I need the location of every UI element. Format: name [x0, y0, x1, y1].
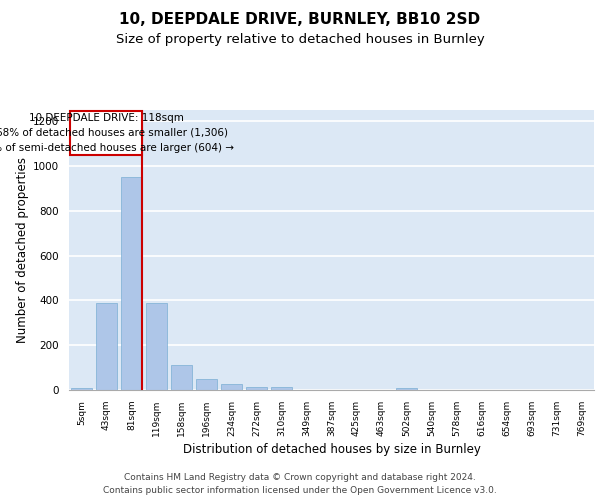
X-axis label: Distribution of detached houses by size in Burnley: Distribution of detached houses by size … — [182, 443, 481, 456]
Bar — [70, 111, 142, 155]
Bar — [71, 388, 92, 390]
Text: Size of property relative to detached houses in Burnley: Size of property relative to detached ho… — [116, 32, 484, 46]
Text: 10, DEEPDALE DRIVE, BURNLEY, BB10 2SD: 10, DEEPDALE DRIVE, BURNLEY, BB10 2SD — [119, 12, 481, 28]
Bar — [396, 388, 417, 390]
Y-axis label: Number of detached properties: Number of detached properties — [16, 157, 29, 343]
Bar — [221, 384, 242, 390]
Bar — [96, 302, 117, 390]
Text: 10 DEEPDALE DRIVE: 118sqm
← 68% of detached houses are smaller (1,306)
31% of se: 10 DEEPDALE DRIVE: 118sqm ← 68% of detac… — [0, 113, 233, 153]
Bar — [246, 388, 267, 390]
Bar — [171, 366, 192, 390]
Bar — [121, 177, 142, 390]
Text: Contains HM Land Registry data © Crown copyright and database right 2024.
Contai: Contains HM Land Registry data © Crown c… — [103, 474, 497, 495]
Bar — [196, 379, 217, 390]
Bar — [271, 388, 292, 390]
Bar — [146, 302, 167, 390]
